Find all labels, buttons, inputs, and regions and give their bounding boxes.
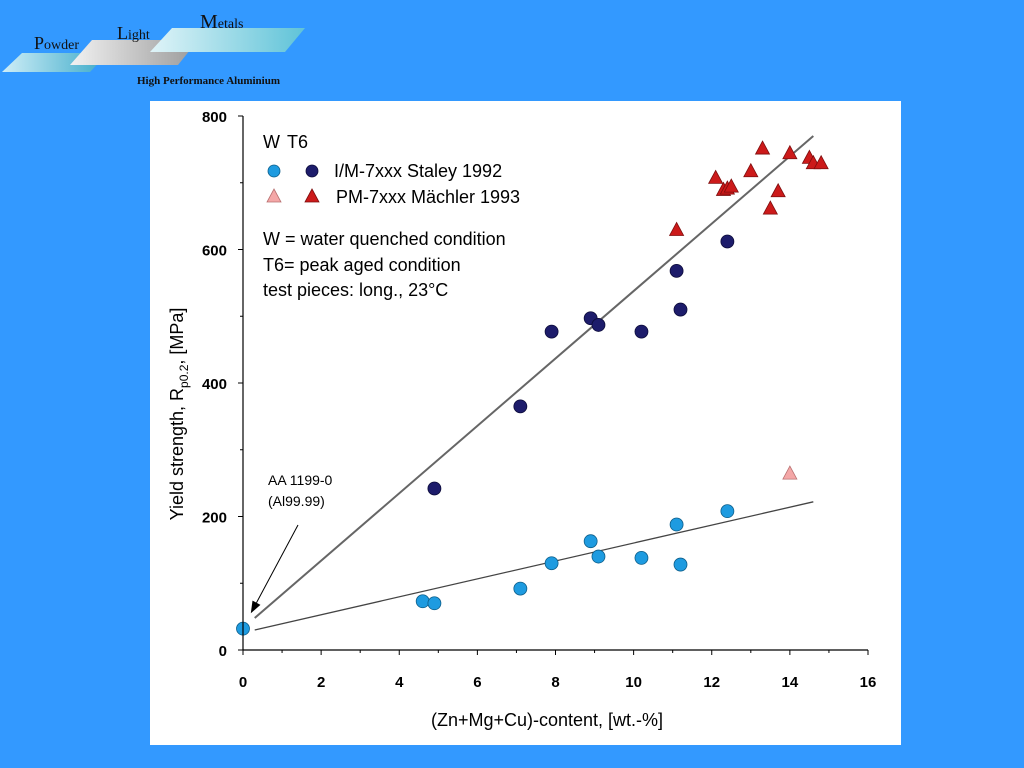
note-w-condition: W = water quenched condition <box>263 229 506 249</box>
x-tick-label: 14 <box>782 674 799 691</box>
logo-word-metals: Metals <box>200 11 243 33</box>
point-staley-w-10 <box>673 557 688 572</box>
x-tick-label: 2 <box>317 674 325 691</box>
x-tick-label: 16 <box>860 674 877 691</box>
point-staley-w-3 <box>427 596 442 611</box>
x-tick-label: 0 <box>239 674 247 691</box>
legend-label-staley: I/M-7xxx Staley 1992 <box>334 161 502 181</box>
point-maechler-t6-2 <box>707 169 724 184</box>
y-tick-label: 200 <box>202 510 227 527</box>
point-staley-t6-6 <box>634 324 649 339</box>
x-tick-label: 8 <box>551 674 559 691</box>
point-staley-t6-9 <box>720 234 735 249</box>
annotation-arrow <box>256 524 299 603</box>
point-staley-w-4 <box>513 581 528 596</box>
point-maechler-t6-9 <box>770 182 786 198</box>
point-maechler-t6-13 <box>813 154 829 170</box>
legend-header-t6: T6 <box>287 132 308 152</box>
point-staley-w-2 <box>415 594 430 609</box>
point-staley-t6-1 <box>427 481 442 496</box>
fit-line-2 <box>254 501 814 631</box>
legend-header-w: W <box>263 132 280 152</box>
point-staley-w-9 <box>669 517 684 532</box>
point-staley-t6-3 <box>544 324 559 339</box>
annotation-line1: AA 1199-0 <box>268 472 333 488</box>
point-staley-w-11 <box>720 504 735 519</box>
legend: W T6 I/M-7xxx Staley 1992 PM-7xxx Mächle… <box>263 132 520 207</box>
y-tick-label: 800 <box>202 109 227 126</box>
logo-band-3 <box>150 28 305 52</box>
point-staley-t6-8 <box>673 302 688 317</box>
note-t6-condition: T6= peak aged condition <box>263 255 461 275</box>
annotation-arrow-head <box>250 600 261 614</box>
yield-strength-chart: AA 1199-0 (Al99.99) 0 2 4 6 8 10 12 14 16 0 200 400… <box>167 109 876 730</box>
notes: W = water quenched condition T6= peak ag… <box>263 229 506 300</box>
legend-marker-staley-w <box>267 164 281 178</box>
x-tick-label: 10 <box>625 674 642 691</box>
legend-marker-staley-t6 <box>305 164 319 178</box>
point-maechler-t6-6 <box>743 162 759 178</box>
y-tick-label: 600 <box>202 243 227 260</box>
point-staley-w-6 <box>583 534 598 549</box>
legend-marker-maechler-w <box>266 188 282 203</box>
data-points <box>236 140 829 636</box>
fit-lines <box>254 135 814 631</box>
legend-label-maechler: PM-7xxx Mächler 1993 <box>336 187 520 207</box>
chart-panel: AA 1199-0 (Al99.99) 0 2 4 6 8 10 12 14 16 0 200 400… <box>150 101 901 745</box>
legend-marker-maechler-t6 <box>304 188 320 203</box>
annotation-line2: (Al99.99) <box>268 493 325 509</box>
point-staley-t6-2 <box>513 399 528 414</box>
x-tick-label: 4 <box>395 674 404 691</box>
point-maechler-t6-1 <box>668 221 685 236</box>
point-maechler-t6-7 <box>754 140 771 155</box>
y-tick-label: 0 <box>219 643 227 660</box>
logo-word-light: Light <box>117 23 150 43</box>
x-tick-label: 12 <box>703 674 720 691</box>
x-axis-label: (Zn+Mg+Cu)-content, [wt.-%] <box>431 710 663 730</box>
point-maechler-t6-5 <box>723 178 739 193</box>
note-test-pieces: test pieces: long., 23°C <box>263 280 448 300</box>
y-axis-label: Yield strength, Rp0.2, [MPa] <box>167 308 191 521</box>
point-staley-w-5 <box>544 556 559 571</box>
fit-line-1 <box>254 135 814 619</box>
point-staley-w-8 <box>634 550 649 565</box>
logo-word-powder: Powder <box>34 33 79 53</box>
plm-logo: Powder Light Metals High Performance Alu… <box>2 11 305 87</box>
point-staley-t6-5 <box>591 318 606 332</box>
x-tick-label: 6 <box>473 674 481 691</box>
point-staley-t6-7 <box>669 263 684 278</box>
annotation: AA 1199-0 (Al99.99) <box>250 472 333 614</box>
point-maechler-w-1 <box>782 465 798 480</box>
axes: 0 2 4 6 8 10 12 14 16 0 200 400 600 800 <box>202 109 876 691</box>
logo-tagline: High Performance Aluminium <box>137 75 280 87</box>
point-maechler-t6-8 <box>762 200 779 215</box>
y-tick-label: 400 <box>202 376 227 393</box>
point-maechler-t6-10 <box>782 144 798 160</box>
point-staley-w-7 <box>591 549 606 564</box>
